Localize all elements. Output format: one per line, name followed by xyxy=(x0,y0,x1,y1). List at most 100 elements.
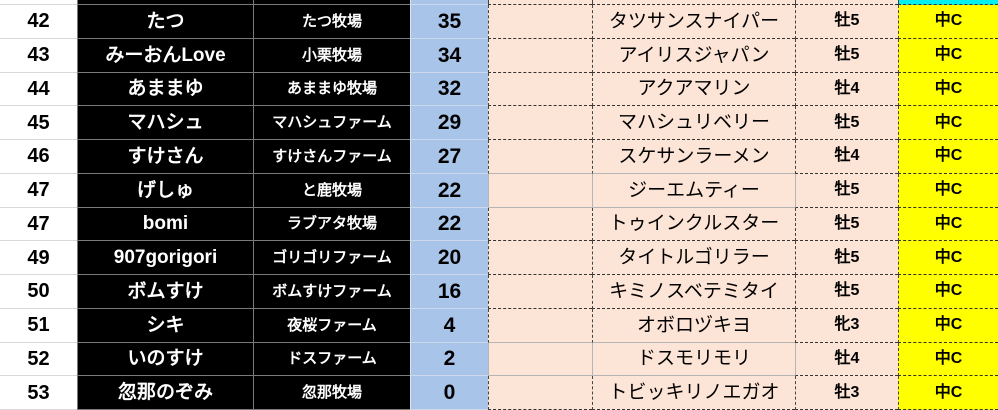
rank-cell[interactable]: 47 xyxy=(0,207,77,242)
rank-cell[interactable]: 46 xyxy=(0,140,77,174)
grade-cell[interactable]: 中C xyxy=(898,376,998,410)
rank-cell[interactable]: 44 xyxy=(0,72,77,107)
grade-cell[interactable]: 中C xyxy=(898,140,998,174)
rank-cell[interactable]: 49 xyxy=(0,241,77,275)
points-cell[interactable]: 35 xyxy=(410,5,488,39)
player-name-cell[interactable] xyxy=(77,0,253,5)
points-cell[interactable]: 32 xyxy=(410,72,488,107)
horse-name-cell[interactable]: マハシュリベリー xyxy=(592,106,795,140)
player-name-cell[interactable]: マハシュ xyxy=(77,106,253,140)
sex-age-cell[interactable]: 牡4 xyxy=(795,140,898,174)
farm-name-cell[interactable]: マハシュファーム xyxy=(253,106,410,140)
farm-name-cell[interactable]: すけさんファーム xyxy=(253,140,410,174)
rank-cell[interactable]: 47 xyxy=(0,173,77,208)
sex-age-cell[interactable]: 牡5 xyxy=(795,275,898,309)
sex-age-cell[interactable]: 牡4 xyxy=(795,342,898,377)
player-name-cell[interactable]: いのすけ xyxy=(77,342,253,377)
farm-name-cell[interactable]: ドスファーム xyxy=(253,342,410,377)
points-cell[interactable]: 20 xyxy=(410,241,488,275)
points-cell[interactable]: 22 xyxy=(410,207,488,242)
spacer-cell[interactable] xyxy=(488,275,592,309)
player-name-cell[interactable]: シキ xyxy=(77,308,253,343)
player-name-cell[interactable]: あままゆ xyxy=(77,72,253,107)
horse-name-cell[interactable]: ジーエムティー xyxy=(592,173,795,208)
rank-cell[interactable]: 45 xyxy=(0,106,77,140)
points-cell[interactable]: 16 xyxy=(410,275,488,309)
points-cell[interactable]: 2 xyxy=(410,342,488,377)
horse-name-cell[interactable]: タイトルゴリラー xyxy=(592,241,795,275)
farm-name-cell[interactable]: 小栗牧場 xyxy=(253,38,410,73)
rank-cell[interactable]: 43 xyxy=(0,38,77,73)
points-cell[interactable]: 27 xyxy=(410,140,488,174)
rank-cell[interactable]: 50 xyxy=(0,275,77,309)
grade-cell[interactable]: 中C xyxy=(898,106,998,140)
farm-name-cell[interactable]: 夜桜ファーム xyxy=(253,308,410,343)
grade-cell[interactable] xyxy=(898,0,998,5)
spacer-cell[interactable] xyxy=(488,106,592,140)
player-name-cell[interactable]: 907gorigori xyxy=(77,241,253,275)
spacer-cell[interactable] xyxy=(488,308,592,343)
horse-name-cell[interactable]: スケサンラーメン xyxy=(592,140,795,174)
farm-name-cell[interactable]: ラブアタ牧場 xyxy=(253,207,410,242)
grade-cell[interactable]: 中C xyxy=(898,207,998,242)
sex-age-cell[interactable] xyxy=(795,0,898,5)
sex-age-cell[interactable]: 牡5 xyxy=(795,241,898,275)
horse-name-cell[interactable]: ドスモリモリ xyxy=(592,342,795,377)
player-name-cell[interactable]: みーおんLove xyxy=(77,38,253,73)
player-name-cell[interactable]: すけさん xyxy=(77,140,253,174)
points-cell[interactable]: 0 xyxy=(410,376,488,410)
spacer-cell[interactable] xyxy=(488,0,592,5)
player-name-cell[interactable]: たつ xyxy=(77,5,253,39)
points-cell[interactable]: 29 xyxy=(410,106,488,140)
rank-cell[interactable]: 52 xyxy=(0,342,77,377)
horse-name-cell[interactable]: キミノスベテミタイ xyxy=(592,275,795,309)
horse-name-cell[interactable]: アクアマリン xyxy=(592,72,795,107)
grade-cell[interactable]: 中C xyxy=(898,308,998,343)
spacer-cell[interactable] xyxy=(488,207,592,242)
horse-name-cell[interactable]: トビッキリノエガオ xyxy=(592,376,795,410)
points-cell[interactable]: 34 xyxy=(410,38,488,73)
spacer-cell[interactable] xyxy=(488,173,592,208)
grade-cell[interactable]: 中C xyxy=(898,241,998,275)
farm-name-cell[interactable]: と鹿牧場 xyxy=(253,173,410,208)
spacer-cell[interactable] xyxy=(488,376,592,410)
sex-age-cell[interactable]: 牡5 xyxy=(795,173,898,208)
player-name-cell[interactable]: げしゅ xyxy=(77,173,253,208)
rank-cell[interactable]: 53 xyxy=(0,376,77,410)
spacer-cell[interactable] xyxy=(488,38,592,73)
farm-name-cell[interactable] xyxy=(253,0,410,5)
horse-name-cell[interactable]: オボロヅキヨ xyxy=(592,308,795,343)
points-cell[interactable] xyxy=(410,0,488,5)
player-name-cell[interactable]: ボムすけ xyxy=(77,275,253,309)
player-name-cell[interactable]: 忽那のぞみ xyxy=(77,376,253,410)
grade-cell[interactable]: 中C xyxy=(898,275,998,309)
grade-cell[interactable]: 中C xyxy=(898,173,998,208)
player-name-cell[interactable]: bomi xyxy=(77,207,253,242)
horse-name-cell[interactable]: アイリスジャパン xyxy=(592,38,795,73)
sex-age-cell[interactable]: 牡4 xyxy=(795,72,898,107)
sex-age-cell[interactable]: 牡5 xyxy=(795,38,898,73)
spacer-cell[interactable] xyxy=(488,241,592,275)
spacer-cell[interactable] xyxy=(488,342,592,377)
grade-cell[interactable]: 中C xyxy=(898,38,998,73)
grade-cell[interactable]: 中C xyxy=(898,72,998,107)
rank-cell[interactable] xyxy=(0,0,77,5)
points-cell[interactable]: 4 xyxy=(410,308,488,343)
farm-name-cell[interactable]: ゴリゴリファーム xyxy=(253,241,410,275)
spacer-cell[interactable] xyxy=(488,140,592,174)
grade-cell[interactable]: 中C xyxy=(898,5,998,39)
horse-name-cell[interactable] xyxy=(592,0,795,5)
sex-age-cell[interactable]: 牝3 xyxy=(795,308,898,343)
farm-name-cell[interactable]: 忽那牧場 xyxy=(253,376,410,410)
spacer-cell[interactable] xyxy=(488,5,592,39)
sex-age-cell[interactable]: 牡3 xyxy=(795,376,898,410)
sex-age-cell[interactable]: 牡5 xyxy=(795,5,898,39)
farm-name-cell[interactable]: あままゆ牧場 xyxy=(253,72,410,107)
sex-age-cell[interactable]: 牡5 xyxy=(795,106,898,140)
rank-cell[interactable]: 51 xyxy=(0,308,77,343)
points-cell[interactable]: 22 xyxy=(410,173,488,208)
grade-cell[interactable]: 中C xyxy=(898,342,998,377)
spacer-cell[interactable] xyxy=(488,72,592,107)
horse-name-cell[interactable]: タツサンスナイパー xyxy=(592,5,795,39)
sex-age-cell[interactable]: 牡5 xyxy=(795,207,898,242)
